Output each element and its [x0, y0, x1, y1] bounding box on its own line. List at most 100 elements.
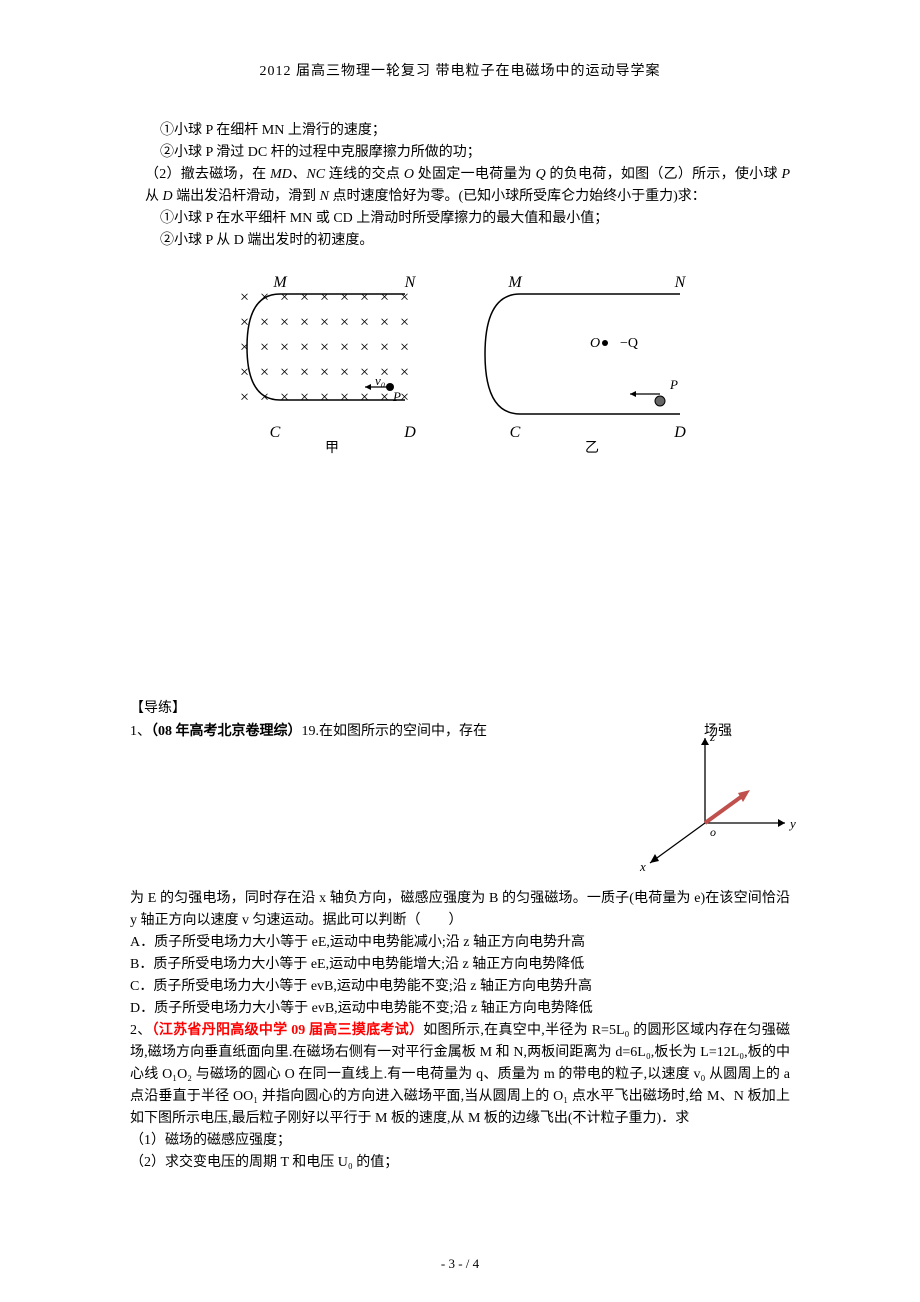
- text: ①小球 P 在水平细杆 MN 或 CD 上滑动时所受摩擦力的最大值和最小值；: [160, 211, 608, 226]
- svg-text:×: ×: [340, 389, 349, 406]
- figures-row: M N C D v₀ P ××: [130, 267, 790, 457]
- t: 从: [145, 189, 163, 204]
- t: 端出发沿杆滑动，滑到: [173, 189, 320, 204]
- t: 处固定一电荷量为: [414, 167, 536, 182]
- svg-text:×: ×: [400, 339, 409, 356]
- svg-text:×: ×: [360, 339, 369, 356]
- q2-1: （1）磁场的磁感应强度；: [130, 1130, 790, 1152]
- label-D: D: [673, 424, 686, 441]
- svg-text:×: ×: [400, 314, 409, 331]
- svg-text:×: ×: [300, 389, 309, 406]
- page-footer: - 3 - / 4: [0, 1256, 920, 1272]
- label-jia: 甲: [325, 441, 339, 456]
- svg-text:×: ×: [280, 339, 289, 356]
- q1-A: A．质子所受电场力大小等于 eE,运动中电势能减小;沿 z 轴正方向电势升高: [130, 932, 790, 954]
- q1-prefix: 1、: [130, 724, 151, 739]
- axes-figure: y z x o: [610, 723, 800, 873]
- svg-text:×: ×: [300, 314, 309, 331]
- line-p2: ②小球 P 滑过 DC 杆的过程中克服摩擦力所做的功；: [130, 142, 790, 164]
- svg-text:×: ×: [280, 314, 289, 331]
- line-p5: ②小球 P 从 D 端出发时的初速度。: [130, 230, 790, 252]
- label-P: P: [669, 377, 678, 392]
- svg-text:×: ×: [240, 289, 249, 306]
- t: （2）撤去磁场，在: [145, 167, 270, 182]
- line-p3: （2）撤去磁场，在 MD、NC 连线的交点 O 处固定一电荷量为 Q 的负电荷，…: [130, 164, 790, 208]
- svg-text:×: ×: [340, 339, 349, 356]
- x-arrowhead: [650, 854, 659, 863]
- q1-D: D．质子所受电场力大小等于 evB,运动中电势能不变;沿 z 轴正方向电势降低: [130, 998, 790, 1020]
- figure-yi: M N C D O −Q P 乙: [475, 267, 705, 457]
- label-O: O: [590, 336, 600, 351]
- svg-text:×: ×: [320, 314, 329, 331]
- text: ①小球 P 在细杆 MN 上滑行的速度；: [160, 123, 386, 138]
- t: MD、NC: [270, 167, 325, 182]
- red-arrow: [705, 794, 745, 823]
- q1-bold: （08 年高考北京卷理综）: [151, 724, 302, 739]
- q2-prefix: 2、: [130, 1023, 152, 1038]
- svg-text:×: ×: [360, 314, 369, 331]
- svg-text:×: ×: [380, 389, 389, 406]
- svg-text:×: ×: [340, 289, 349, 306]
- svg-text:×: ×: [320, 364, 329, 381]
- label-z: z: [709, 729, 715, 744]
- q1-C: C．质子所受电场力大小等于 evB,运动中电势能不变;沿 z 轴正方向电势升高: [130, 976, 790, 998]
- label-Q: −Q: [620, 336, 638, 351]
- svg-text:×: ×: [260, 364, 269, 381]
- svg-text:×: ×: [380, 339, 389, 356]
- label-D: D: [403, 424, 416, 441]
- svg-text:×: ×: [400, 364, 409, 381]
- q1-t1: 在如图所示的空间中，存在: [319, 724, 487, 739]
- svg-text:×: ×: [260, 314, 269, 331]
- page-header: 2012 届高三物理一轮复习 带电粒子在电磁场中的运动导学案: [130, 60, 790, 80]
- svg-text:×: ×: [360, 364, 369, 381]
- section-title: 【导练】: [130, 697, 790, 717]
- svg-text:×: ×: [360, 289, 369, 306]
- svg-text:×: ×: [280, 289, 289, 306]
- svg-text:×: ×: [320, 389, 329, 406]
- track: [485, 294, 680, 414]
- text: ②小球 P 滑过 DC 杆的过程中克服摩擦力所做的功；: [160, 145, 481, 160]
- line-p4: ①小球 P 在水平细杆 MN 或 CD 上滑动时所受摩擦力的最大值和最小值；: [130, 208, 790, 230]
- svg-text:×: ×: [400, 289, 409, 306]
- t: 连线的交点: [325, 167, 404, 182]
- q2: 2、（江苏省丹阳高级中学 09 届高三摸底考试）如图所示,在真空中,半径为 R=…: [130, 1020, 790, 1130]
- line-p1: ①小球 P 在细杆 MN 上滑行的速度；: [130, 120, 790, 142]
- t: 的负电荷，如图（乙）所示，使小球: [546, 167, 782, 182]
- svg-text:×: ×: [340, 314, 349, 331]
- svg-text:×: ×: [400, 389, 409, 406]
- label-o: o: [710, 825, 716, 839]
- label-x: x: [639, 859, 646, 873]
- svg-text:×: ×: [340, 364, 349, 381]
- q1-B: B．质子所受电场力大小等于 eE,运动中电势能增大;沿 z 轴正方向电势降低: [130, 954, 790, 976]
- svg-text:×: ×: [380, 314, 389, 331]
- ball-p: [655, 396, 665, 406]
- charge-o: [602, 340, 608, 346]
- svg-text:×: ×: [380, 364, 389, 381]
- y-arrowhead: [778, 819, 785, 827]
- svg-text:×: ×: [260, 339, 269, 356]
- t: D: [163, 189, 173, 204]
- svg-text:×: ×: [240, 389, 249, 406]
- q1-text2: 为 E 的匀强电场，同时存在沿 x 轴负方向，磁感应强度为 B 的匀强磁场。一质…: [130, 888, 790, 932]
- svg-text:×: ×: [300, 289, 309, 306]
- svg-text:×: ×: [300, 364, 309, 381]
- t: Q: [536, 167, 546, 182]
- q2-bold: （江苏省丹阳高级中学 09 届高三摸底考试）: [152, 1023, 424, 1038]
- svg-text:×: ×: [280, 389, 289, 406]
- x-marks: ××××××××× ××××××××× ××××××××× ××××××××× …: [240, 289, 409, 406]
- svg-text:×: ×: [360, 389, 369, 406]
- v-arrowhead: [630, 391, 636, 397]
- t: P: [781, 167, 790, 182]
- t: N: [320, 189, 329, 204]
- svg-text:×: ×: [300, 339, 309, 356]
- label-M: M: [507, 274, 523, 291]
- svg-text:×: ×: [280, 364, 289, 381]
- q2-text: 如图所示,在真空中,半径为 R=5L₀ 的圆形区域内存在匀强磁场,磁场方向垂直纸…: [130, 1023, 790, 1126]
- svg-text:×: ×: [320, 339, 329, 356]
- q1-num: 19.: [302, 724, 320, 739]
- q2-2: （2）求交变电压的周期 T 和电压 U₀ 的值；: [130, 1152, 790, 1174]
- svg-text:×: ×: [320, 289, 329, 306]
- z-arrowhead: [701, 738, 709, 745]
- label-C: C: [270, 424, 281, 441]
- label-yi: 乙: [585, 440, 599, 456]
